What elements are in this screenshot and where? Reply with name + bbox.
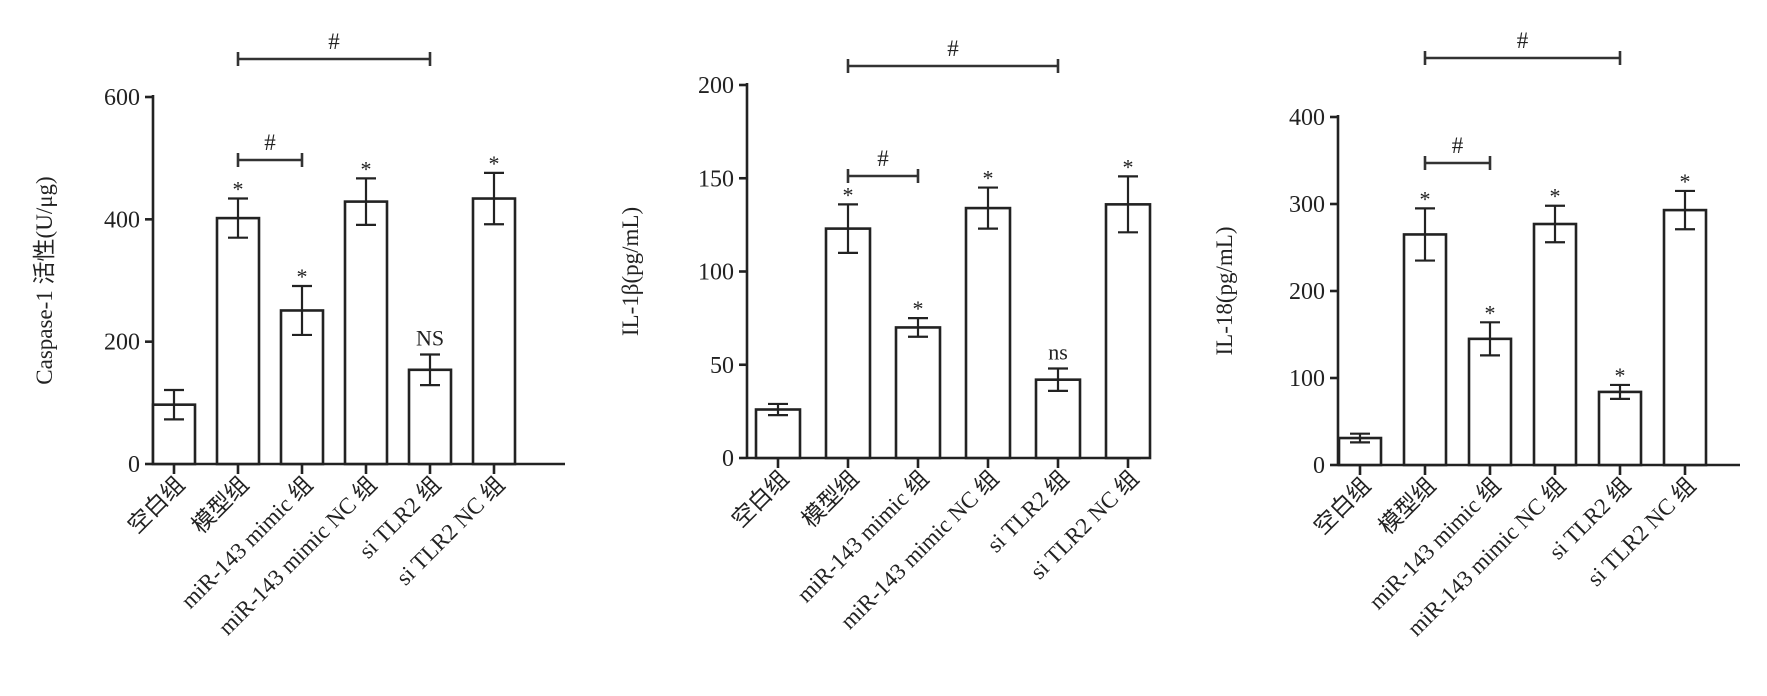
significance-mark: *	[1485, 300, 1496, 325]
bar	[1662, 208, 1708, 467]
y-axis-title: Caspase-1 活性(U/μg)	[32, 176, 57, 384]
y-tick-label: 200	[698, 73, 734, 99]
bar	[279, 309, 325, 466]
bracket-label: #	[328, 29, 340, 54]
bracket-label: #	[1517, 28, 1529, 53]
y-tick-label: 400	[1289, 105, 1325, 131]
significance-mark: *	[913, 296, 924, 321]
bar	[1402, 233, 1448, 467]
bar	[754, 408, 802, 460]
x-tick-label: 模型组	[797, 466, 863, 532]
bar	[1532, 222, 1578, 467]
bar	[343, 200, 389, 466]
significance-mark: *	[1680, 169, 1691, 194]
chart-2: 0 50 100 150 200 IL-1β(pg/mL) 空白组 模型组 * miR-143 m…	[618, 36, 1152, 634]
y-tick-label: 150	[698, 166, 734, 192]
y-tick-label: 0	[722, 446, 734, 472]
y-axis-title: IL-1β(pg/mL)	[618, 207, 643, 336]
y-axis-title: IL-18(pg/mL)	[1212, 226, 1237, 355]
significance-mark: NS	[416, 326, 444, 351]
significance-mark: ns	[1048, 339, 1068, 364]
bar	[824, 227, 872, 460]
x-tick-label: 空白组	[123, 472, 189, 538]
significance-mark: *	[1123, 154, 1134, 179]
y-tick-label: 100	[1289, 366, 1325, 392]
bar	[471, 197, 517, 466]
y-tick-label: 200	[104, 330, 140, 356]
y-tick-label: 300	[1289, 192, 1325, 218]
bar	[1597, 390, 1643, 467]
significance-mark: *	[843, 182, 854, 207]
significance-mark: *	[297, 264, 308, 289]
significance-mark: *	[983, 166, 994, 191]
bracket-label: #	[264, 130, 276, 155]
x-tick-label: 空白组	[727, 466, 793, 532]
significance-mark: *	[361, 156, 372, 181]
bar	[964, 206, 1012, 460]
y-tick-label: 400	[104, 207, 140, 233]
y-tick-label: 0	[128, 452, 140, 478]
bracket-label: #	[877, 146, 889, 171]
bar	[1104, 203, 1152, 460]
bar	[215, 216, 261, 466]
y-tick-label: 100	[698, 260, 734, 286]
bar	[894, 326, 942, 460]
bracket-label: #	[947, 36, 959, 61]
significance-mark: *	[1420, 186, 1431, 211]
y-tick-label: 50	[710, 353, 734, 379]
bracket-label: #	[1452, 133, 1464, 158]
significance-mark: *	[1550, 184, 1561, 209]
y-tick-label: 0	[1313, 453, 1325, 479]
significance-mark: *	[1615, 363, 1626, 388]
significance-mark: *	[233, 177, 244, 202]
y-tick-label: 600	[104, 85, 140, 111]
bar	[1467, 337, 1513, 467]
x-tick-label: 空白组	[1309, 473, 1375, 539]
chart-3: 0100200300400IL-18(pg/mL)空白组模型组*miR-143 …	[1212, 28, 1740, 641]
bar	[1034, 378, 1082, 460]
x-tick-label: miR-143 mimic 组	[792, 466, 933, 607]
y-tick-label: 200	[1289, 279, 1325, 305]
significance-mark: *	[489, 151, 500, 176]
